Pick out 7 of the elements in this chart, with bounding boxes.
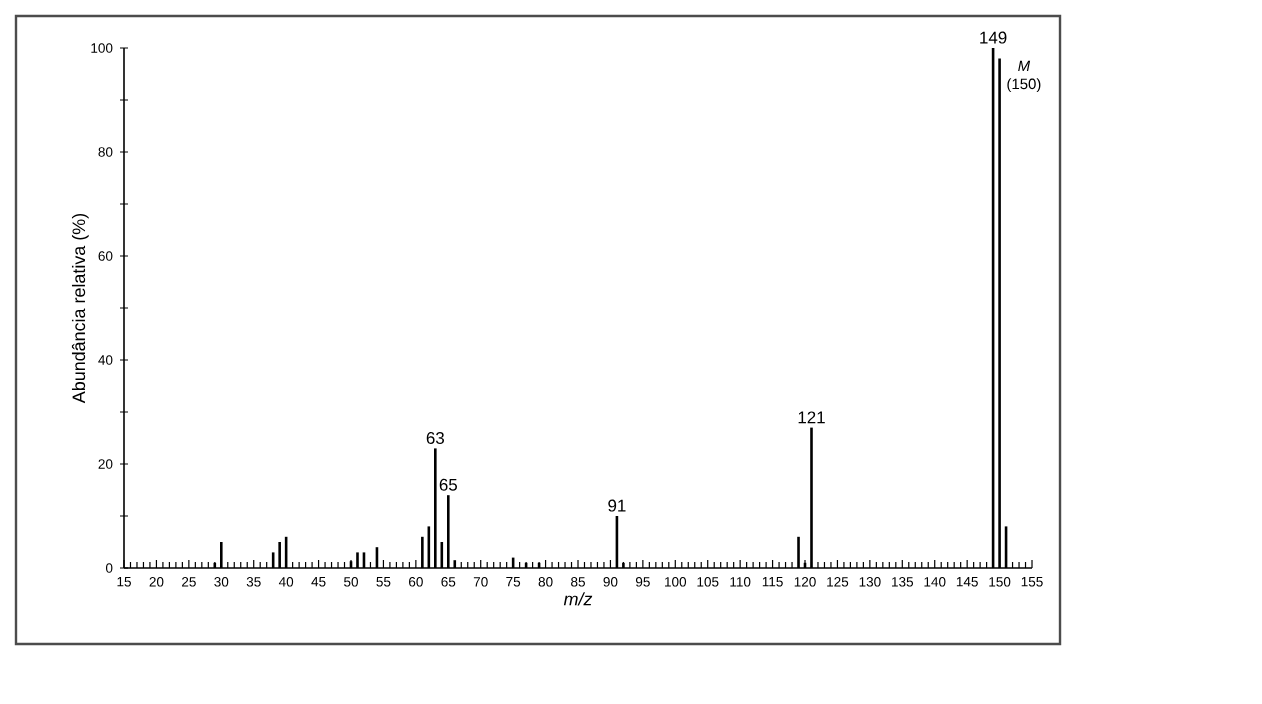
annotation: 91	[608, 499, 626, 512]
annotation: 63	[426, 432, 444, 444]
x-axis-title: m/z	[563, 592, 593, 606]
y-axis-title: Abundância relativa (%)	[71, 213, 89, 404]
annotation: 149	[980, 31, 1007, 44]
annotation: 65	[439, 478, 458, 491]
annotation: 121	[798, 411, 825, 424]
